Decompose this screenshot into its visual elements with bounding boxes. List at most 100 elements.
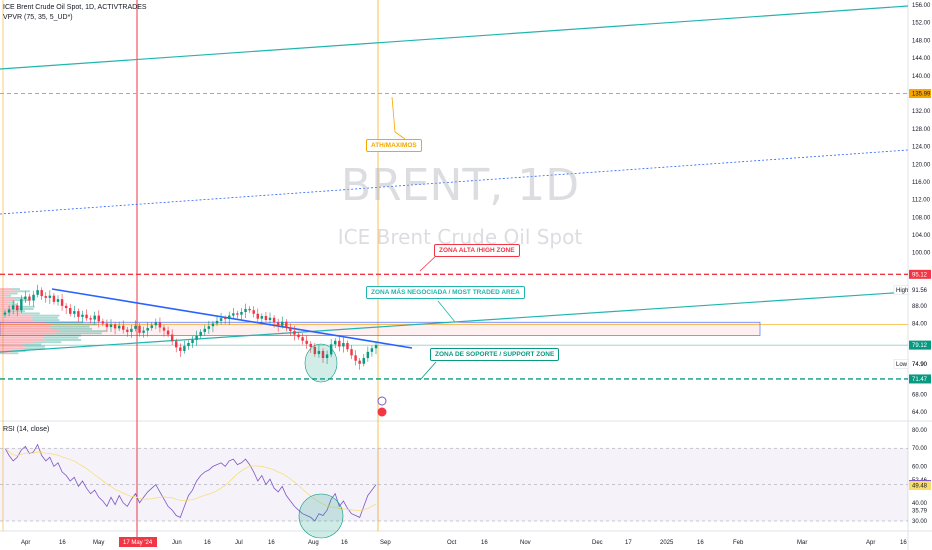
rsi-tick-label: 70.00 — [912, 446, 928, 452]
candle-body — [317, 350, 321, 355]
vp-row-up — [18, 308, 34, 310]
vp-row-down — [0, 327, 51, 330]
price-tag-label: High — [896, 288, 908, 294]
rsi-tick-label: 35.79 — [912, 508, 928, 514]
vpvr-legend[interactable]: VPVR (75, 35, 5_UD*) — [3, 14, 73, 21]
candle-body — [219, 318, 223, 321]
volume-profile — [0, 288, 108, 355]
vp-row-down — [0, 347, 25, 350]
time-tick-label: 16 — [341, 540, 348, 546]
vp-row-up — [44, 339, 82, 341]
candle-body — [215, 320, 219, 324]
candle-body — [7, 309, 11, 313]
vp-row-down — [0, 323, 54, 326]
candle-body — [32, 294, 35, 301]
rsi-legend[interactable]: RSI (14, close) — [3, 426, 50, 433]
time-tick-label: 16 — [204, 540, 211, 546]
candle-body — [3, 312, 7, 315]
candle-body — [281, 321, 284, 326]
horizontal-levels — [0, 93, 908, 380]
price-tick-label: 132.00 — [912, 109, 931, 115]
candle-body — [166, 330, 170, 335]
vp-row-down — [0, 352, 11, 355]
candle-body — [162, 327, 166, 331]
vertical-markers — [2, 0, 379, 540]
vp-row-down — [0, 288, 12, 291]
price-marker-label: 71.47 — [912, 377, 928, 383]
candle-body — [248, 308, 251, 311]
event-icon — [377, 396, 387, 406]
candle-body — [101, 321, 105, 324]
vp-row-up — [55, 332, 102, 335]
candle-body — [89, 318, 92, 320]
candle-body — [130, 328, 133, 332]
candle-body — [350, 349, 353, 356]
price-marker-bg — [909, 374, 931, 384]
candle-body — [289, 327, 292, 332]
candle-body — [64, 305, 68, 309]
vp-row-down — [0, 336, 44, 339]
price-tag-label: Low — [896, 362, 908, 368]
vp-row-down — [0, 343, 23, 346]
price-tick-label: 68.00 — [912, 392, 928, 398]
time-tick-label: 16 — [59, 540, 66, 546]
price-marker-label: 74.90 — [912, 362, 928, 368]
vp-row-down — [0, 334, 45, 337]
vp-row-up — [9, 303, 18, 306]
time-tick-label: 2025 — [660, 540, 674, 546]
price-tick-label: 64.00 — [912, 410, 928, 416]
vp-row-up — [14, 296, 26, 299]
vp-row-up — [43, 336, 79, 339]
support-zone-annotation[interactable]: ZONA DE SOPORTE / SUPPORT ZONE — [430, 348, 560, 361]
high-zone-annotation[interactable]: ZONA ALTA /HIGH ZONE — [434, 244, 520, 257]
candle-body — [81, 314, 84, 317]
candle-body — [85, 314, 88, 319]
time-tick-label: Aug — [308, 540, 319, 546]
candle-body — [158, 322, 162, 328]
axes: 156.00 152.00 148.00 144.00 140.00 132.00 128.… — [21, 3, 931, 547]
vp-row-down — [0, 303, 10, 306]
price-marker-bg — [909, 89, 931, 99]
ath-annotation[interactable]: ATH/MAXIMOS — [366, 139, 422, 152]
vp-row-up — [24, 347, 46, 350]
candle-body — [264, 316, 268, 320]
symbol-legend[interactable]: ICE Brent Crude Oil Spot, 1D, ACTIVTRADE… — [3, 4, 147, 11]
candle-body — [170, 334, 174, 342]
time-tick-label: 17 — [625, 540, 632, 546]
price-tag-bg — [893, 285, 909, 295]
time-tick-label: Apr — [21, 540, 30, 546]
vp-row-up — [16, 299, 30, 302]
rsi-marker-bg — [909, 481, 931, 491]
traded-area-annotation[interactable]: ZONA MÁS NEGOCIADA / MOST TRADED AREA — [366, 286, 525, 299]
candle-body — [338, 340, 341, 347]
candle-body — [109, 324, 113, 328]
vp-row-up — [44, 334, 81, 337]
time-tick-label: Mar — [797, 540, 807, 546]
candle-body — [93, 315, 96, 320]
candle-body — [252, 310, 255, 314]
candle-body — [362, 358, 365, 364]
rsi-tick-label: 40.00 — [912, 501, 928, 507]
candle-body — [301, 337, 304, 341]
candle-body — [69, 308, 72, 314]
vp-row-down — [0, 345, 25, 348]
vp-row-down — [0, 321, 46, 324]
price-tick-label: 128.00 — [912, 127, 931, 133]
candles — [3, 284, 387, 417]
candle-body — [187, 342, 190, 347]
candle-body — [199, 331, 202, 336]
candle-body — [175, 341, 178, 348]
time-tick-label: Nov — [520, 540, 531, 546]
candle-body — [309, 343, 312, 347]
vp-row-up — [6, 294, 12, 297]
candle-body — [223, 318, 227, 320]
candle-body — [28, 296, 31, 301]
traded-area-box — [0, 321, 761, 336]
price-marker-label: 91.56 — [912, 288, 928, 294]
candle-body — [207, 326, 211, 329]
vp-row-up — [53, 323, 98, 326]
candle-body — [154, 322, 158, 326]
rsi-marker-label: 49.48 — [912, 484, 928, 490]
price-tick-label: 108.00 — [912, 215, 931, 221]
price-tick-label: 144.00 — [912, 56, 931, 62]
